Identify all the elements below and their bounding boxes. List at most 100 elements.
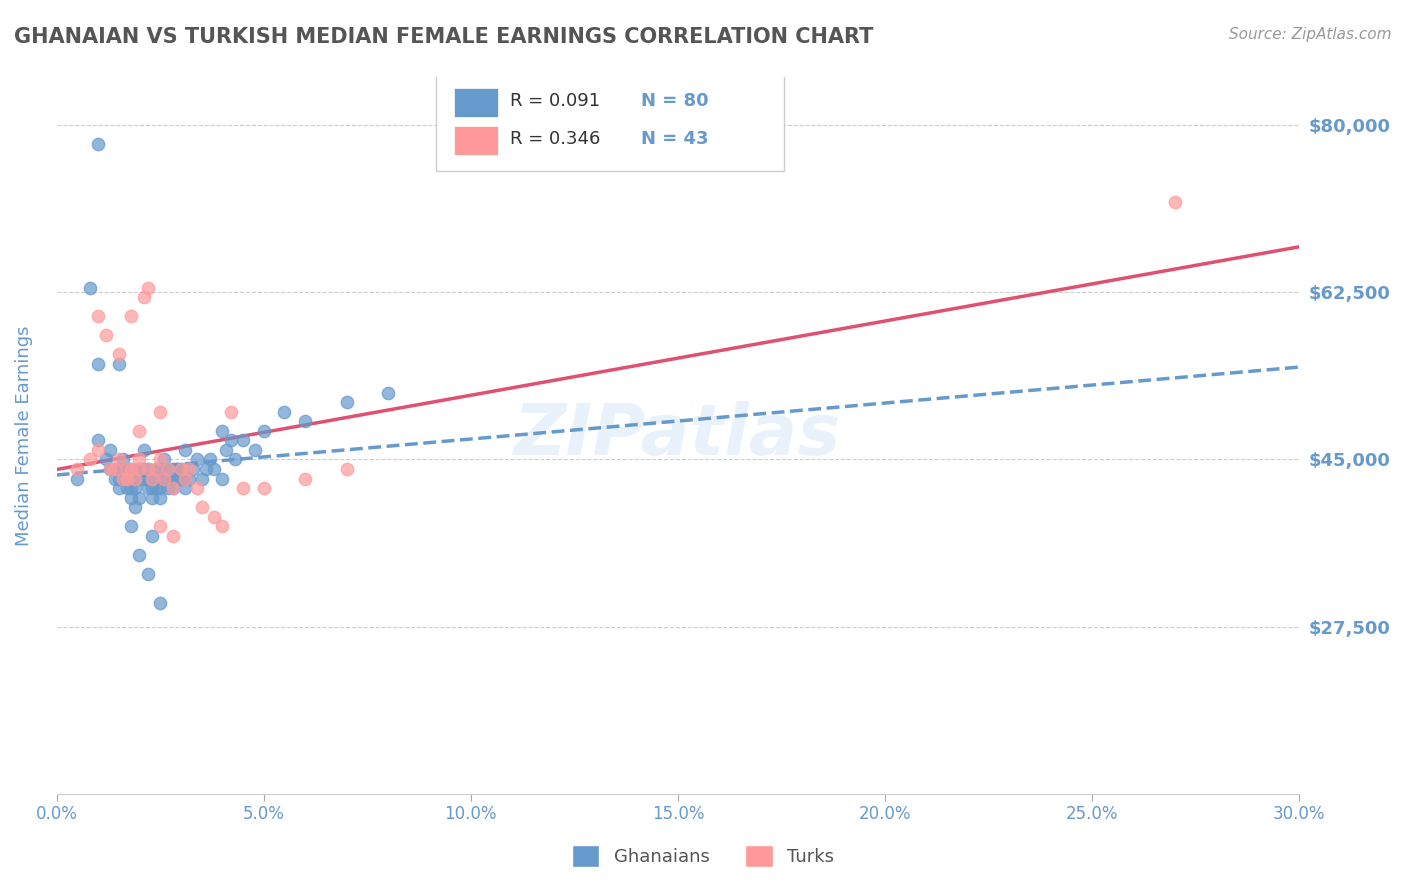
Point [141, 481, 163, 495]
Point [174, 442, 197, 457]
Point [190, 500, 212, 515]
Point [115, 471, 138, 485]
Point [232, 481, 254, 495]
Point [87, 434, 110, 448]
Point [253, 481, 276, 495]
Point [124, 481, 146, 495]
Point [232, 434, 254, 448]
Point [149, 452, 172, 467]
Point [87, 442, 110, 457]
Point [153, 471, 176, 485]
Point [157, 481, 180, 495]
Point [111, 462, 134, 476]
Point [211, 424, 233, 438]
Point [107, 481, 129, 495]
Point [190, 471, 212, 485]
Point [107, 471, 129, 485]
Point [145, 462, 167, 476]
Point [79, 452, 101, 467]
Point [174, 481, 197, 495]
Text: R = 0.346: R = 0.346 [510, 130, 600, 148]
Point [145, 471, 167, 485]
Point [166, 462, 188, 476]
Point [174, 471, 197, 485]
Point [128, 471, 150, 485]
FancyBboxPatch shape [454, 88, 498, 117]
Point [162, 471, 184, 485]
Point [128, 491, 150, 505]
Point [186, 481, 208, 495]
Point [104, 462, 127, 476]
Point [145, 462, 167, 476]
Text: Source: ZipAtlas.com: Source: ZipAtlas.com [1229, 27, 1392, 42]
Point [335, 395, 357, 409]
Point [120, 491, 142, 505]
Point [132, 471, 155, 485]
Point [211, 519, 233, 533]
Point [136, 567, 159, 582]
Point [66, 462, 89, 476]
Point [141, 471, 163, 485]
Point [111, 452, 134, 467]
Point [120, 471, 142, 485]
Text: N = 43: N = 43 [641, 130, 709, 148]
Legend: Ghanaians, Turks: Ghanaians, Turks [565, 838, 841, 874]
Point [136, 481, 159, 495]
Point [162, 481, 184, 495]
Point [157, 471, 180, 485]
Point [115, 471, 138, 485]
FancyBboxPatch shape [454, 126, 498, 155]
Point [149, 519, 172, 533]
Point [79, 280, 101, 294]
Point [219, 434, 242, 448]
Point [100, 462, 122, 476]
Point [273, 405, 295, 419]
Point [174, 471, 197, 485]
Point [132, 290, 155, 304]
Point [128, 548, 150, 562]
Point [149, 596, 172, 610]
Point [87, 137, 110, 152]
Point [96, 452, 118, 467]
Point [294, 471, 316, 485]
Point [170, 462, 193, 476]
Point [1164, 194, 1187, 209]
Point [179, 462, 201, 476]
Point [87, 309, 110, 323]
Point [128, 452, 150, 467]
Point [132, 462, 155, 476]
Point [157, 462, 180, 476]
Point [132, 442, 155, 457]
Point [136, 462, 159, 476]
Point [162, 462, 184, 476]
Point [335, 462, 357, 476]
Point [294, 414, 316, 428]
Point [115, 481, 138, 495]
Point [153, 462, 176, 476]
Y-axis label: Median Female Earnings: Median Female Earnings [15, 326, 32, 546]
Point [115, 462, 138, 476]
Point [162, 481, 184, 495]
Point [100, 462, 122, 476]
Text: N = 80: N = 80 [641, 92, 709, 110]
Point [107, 357, 129, 371]
Point [181, 462, 204, 476]
Point [149, 462, 172, 476]
Point [202, 509, 225, 524]
Point [162, 529, 184, 543]
Point [179, 471, 201, 485]
Text: R = 0.091: R = 0.091 [510, 92, 600, 110]
Point [211, 471, 233, 485]
Point [202, 462, 225, 476]
Point [124, 471, 146, 485]
Point [186, 452, 208, 467]
Point [120, 519, 142, 533]
Point [128, 462, 150, 476]
Point [153, 471, 176, 485]
Point [66, 471, 89, 485]
Point [124, 500, 146, 515]
Point [149, 405, 172, 419]
Point [141, 471, 163, 485]
Point [377, 385, 399, 400]
Point [120, 309, 142, 323]
